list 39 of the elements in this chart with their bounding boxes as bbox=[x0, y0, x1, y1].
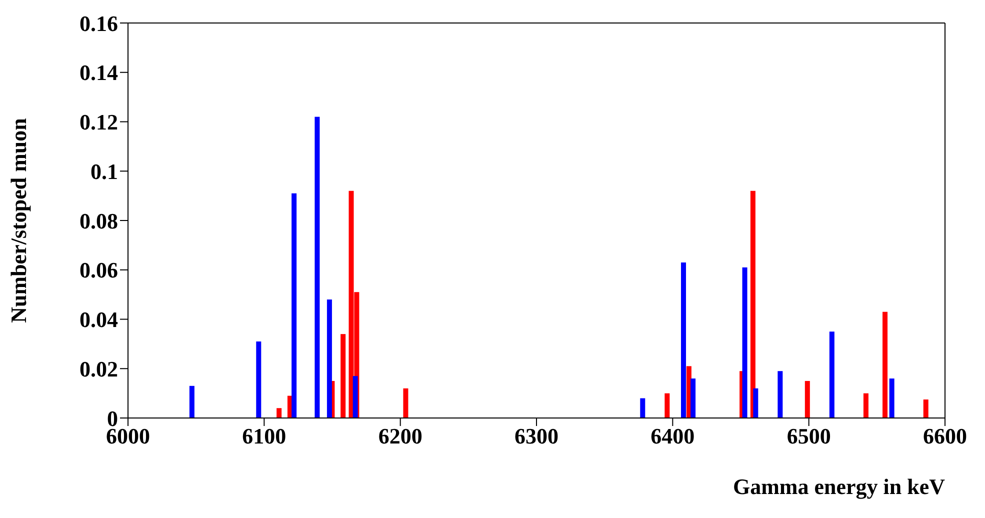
bar bbox=[314, 116, 320, 418]
bar bbox=[326, 300, 332, 418]
bar bbox=[352, 376, 358, 418]
bar bbox=[829, 332, 834, 418]
x-axis-title: Gamma energy in keV bbox=[732, 474, 946, 499]
bar bbox=[340, 334, 346, 418]
bar bbox=[292, 193, 297, 418]
bar bbox=[690, 378, 696, 418]
bar bbox=[804, 380, 810, 418]
x-tick-label: 6100 bbox=[242, 424, 286, 449]
y-tick-label: 0.06 bbox=[80, 258, 118, 283]
y-tick-label: 0.12 bbox=[80, 110, 118, 135]
x-tick-label: 6400 bbox=[650, 424, 695, 449]
bar bbox=[778, 371, 783, 418]
y-axis-title: Number/stoped muon bbox=[6, 118, 31, 323]
x-tick-label: 6500 bbox=[786, 424, 831, 449]
x-tick-label: 6200 bbox=[378, 424, 422, 449]
bar bbox=[863, 393, 868, 418]
y-tick-label: 0.02 bbox=[80, 356, 118, 382]
y-tick-label: 0.16 bbox=[80, 10, 118, 36]
bar bbox=[753, 388, 758, 418]
bar bbox=[882, 312, 888, 418]
bar bbox=[276, 408, 282, 418]
bar bbox=[750, 190, 756, 418]
y-tick-label: 0.14 bbox=[80, 60, 118, 86]
bar bbox=[403, 388, 408, 418]
bar bbox=[889, 378, 894, 418]
bar bbox=[256, 341, 262, 418]
bar bbox=[664, 393, 670, 418]
bar bbox=[640, 398, 646, 418]
y-tick-label: 0.08 bbox=[80, 208, 118, 234]
y-tick-label: 0.04 bbox=[80, 307, 118, 332]
x-tick-label: 6600 bbox=[923, 424, 967, 449]
bar bbox=[189, 386, 194, 418]
bar bbox=[923, 399, 928, 418]
x-tick-label: 6300 bbox=[514, 424, 558, 449]
bar bbox=[742, 267, 748, 418]
bar bbox=[680, 262, 686, 418]
y-tick-label: 0.1 bbox=[90, 158, 118, 184]
